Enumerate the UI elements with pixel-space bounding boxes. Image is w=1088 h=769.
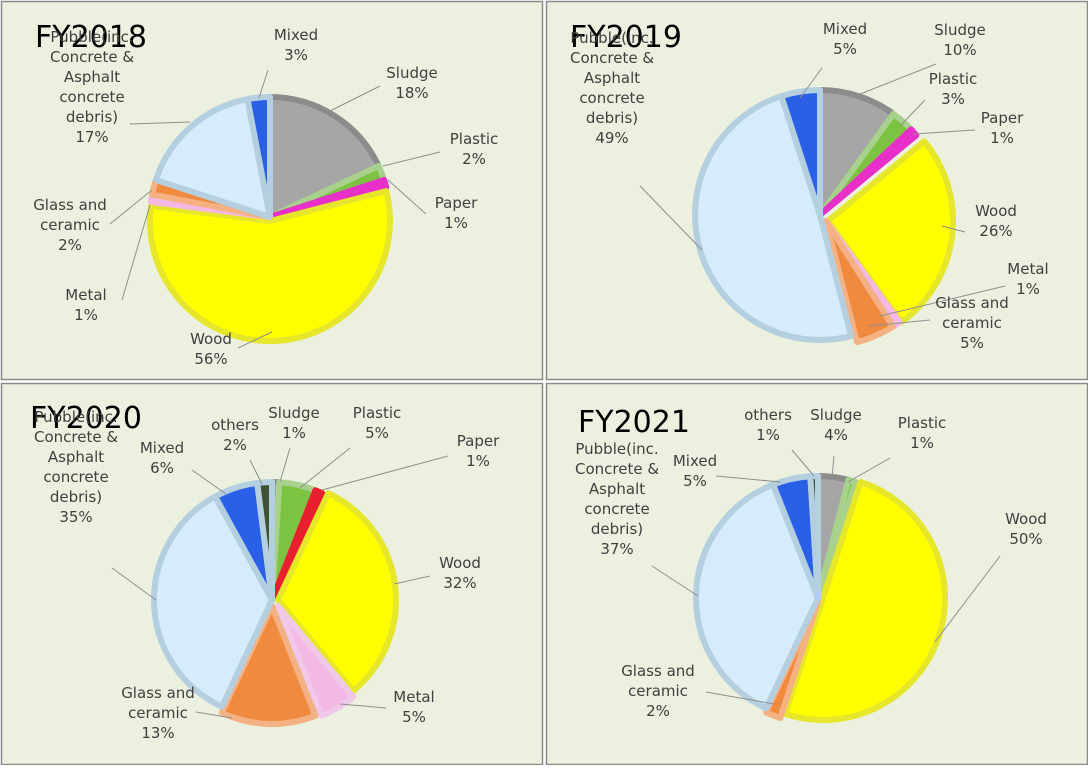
pie-fy2021 [693, 472, 948, 723]
data-label-sludge-fy2019: Sludge 10% [934, 21, 985, 59]
slice-glass-and-ceramic-fy2020 [218, 603, 319, 727]
chart-title-fy2021: FY2021 [578, 405, 690, 440]
data-label-glass-and-ceramic-fy2018: Glass and ceramic 2% [33, 196, 107, 254]
leader-line-mixed-fy2018 [258, 69, 269, 99]
panel-fy2019: FY2019 Sludge 10% Plastic 3%Paper 1% Wood 26% Me… [545, 0, 1088, 381]
data-label-wood-fy2019: Wood 26% [975, 202, 1017, 240]
slice-plastic-fy2021 [815, 476, 859, 601]
leader-line-others-fy2020 [249, 459, 263, 485]
leader-line-plastic-fy2019 [899, 99, 926, 127]
data-label-glass-and-ceramic-fy2021: Glass and ceramic 2% [621, 662, 695, 720]
data-label-metal-fy2020: Metal 5% [393, 688, 434, 726]
leader-line-pubble-inc-concrete-asphalt-concrete-debris-fy2021 [651, 565, 699, 597]
data-label-paper-fy2018: Paper 1% [435, 194, 478, 232]
leader-line-plastic-fy2021 [847, 457, 891, 483]
slice-paper-fy2020 [269, 487, 326, 603]
slice-sludge-fy2018 [267, 94, 382, 220]
data-label-glass-and-ceramic-fy2019: Glass and ceramic 5% [935, 294, 1009, 352]
data-label-pubble-inc-concrete-asphalt-concrete-debris-fy2018: Pubble(inc. Concrete & Asphalt concrete debr… [50, 28, 134, 146]
slice-pubble-inc-concrete-asphalt-concrete-debris-fy2019 [692, 93, 855, 343]
leader-line-mixed-fy2020 [191, 469, 227, 495]
data-label-pubble-inc-concrete-asphalt-concrete-debris-fy2021: Pubble(inc. Concrete & Asphalt concrete debr… [575, 440, 659, 558]
pie-fy2018 [147, 94, 393, 344]
leader-line-metal-fy2020 [339, 703, 387, 709]
data-label-metal-fy2018: Metal 1% [65, 286, 106, 324]
data-label-paper-fy2019: Paper 1% [981, 109, 1024, 147]
leader-line-pubble-inc-concrete-asphalt-concrete-debris-fy2018 [129, 121, 191, 125]
slice-wood-fy2018 [147, 188, 393, 344]
data-label-mixed-fy2021: Mixed 5% [673, 452, 717, 490]
data-label-metal-fy2019: Metal 1% [1007, 260, 1048, 298]
data-label-pubble-inc-concrete-asphalt-concrete-debris-fy2020: Pubble(inc. Concrete & Asphalt concrete debr… [34, 408, 118, 526]
data-label-plastic-fy2020: Plastic 5% [353, 404, 402, 442]
data-label-sludge-fy2018: Sludge 18% [386, 64, 437, 102]
slice-wood-fy2021 [782, 478, 948, 723]
data-label-mixed-fy2019: Mixed 5% [823, 20, 867, 58]
leader-line-others-fy2021 [791, 449, 815, 477]
slice-others-fy2020 [254, 479, 275, 603]
leader-line-mixed-fy2021 [715, 475, 781, 483]
data-label-others-fy2021: others 1% [744, 406, 792, 444]
data-label-pubble-inc-concrete-asphalt-concrete-debris-fy2019: Pubble(inc. Concrete & Asphalt concrete debr… [570, 29, 654, 147]
leader-line-glass-and-ceramic-fy2018 [109, 189, 153, 225]
leader-line-wood-fy2019 [941, 225, 966, 233]
pie-fy2019 [692, 87, 956, 346]
leader-line-sludge-fy2019 [849, 63, 937, 99]
slice-wood-fy2019 [825, 138, 956, 326]
leader-line-paper-fy2019 [912, 129, 976, 135]
data-label-plastic-fy2021: Plastic 1% [898, 414, 947, 452]
data-label-plastic-fy2019: Plastic 3% [929, 70, 978, 108]
slice-mixed-fy2019 [778, 87, 823, 218]
leader-line-glass-and-ceramic-fy2021 [705, 691, 775, 705]
leader-line-plastic-fy2018 [382, 151, 441, 167]
slice-paper-fy2018 [267, 176, 390, 220]
chart-title-fy2020: FY2020 [30, 401, 142, 436]
leader-line-pubble-inc-concrete-asphalt-concrete-debris-fy2020 [111, 567, 157, 601]
leader-line-wood-fy2021 [934, 555, 1001, 643]
slice-pubble-inc-concrete-asphalt-concrete-debris-fy2018 [152, 96, 273, 220]
leader-line-metal-fy2019 [879, 285, 1006, 317]
leader-line-sludge-fy2021 [831, 455, 835, 479]
chart-title-fy2019: FY2019 [570, 20, 682, 55]
leader-line-metal-fy2018 [121, 204, 151, 301]
leader-line-sludge-fy2020 [279, 447, 291, 483]
leader-line-glass-and-ceramic-fy2020 [195, 711, 233, 719]
leader-line-paper-fy2018 [387, 179, 427, 215]
data-label-plastic-fy2018: Plastic 2% [450, 130, 499, 168]
data-label-others-fy2020: others 2% [211, 416, 259, 454]
leader-line-plastic-fy2020 [299, 447, 351, 489]
chart-title-fy2018: FY2018 [35, 20, 147, 55]
leader-line-paper-fy2020 [321, 455, 449, 491]
panel-fy2021: FY2021 Sludge 4% Plastic 1% Wood 50% Glass and c… [545, 382, 1088, 766]
leader-line-mixed-fy2019 [799, 67, 823, 99]
panel-fy2018: FY2018 Sludge 18% Plastic 2% Paper 1% Wood 56% Me… [0, 0, 544, 381]
data-label-paper-fy2020: Paper 1% [457, 432, 500, 470]
slice-metal-fy2020 [275, 603, 357, 719]
slice-others-fy2021 [807, 472, 821, 601]
data-label-sludge-fy2021: Sludge 4% [810, 406, 861, 444]
leader-line-sludge-fy2018 [329, 85, 381, 112]
slice-glass-and-ceramic-fy2019 [823, 218, 896, 346]
data-label-wood-fy2018: Wood 56% [190, 330, 232, 368]
leader-line-wood-fy2020 [393, 575, 431, 585]
leader-line-wood-fy2018 [237, 331, 273, 349]
slice-pubble-inc-concrete-asphalt-concrete-debris-fy2021 [693, 481, 821, 712]
leader-line-glass-and-ceramic-fy2019 [867, 319, 931, 327]
leader-line-pubble-inc-concrete-asphalt-concrete-debris-fy2019 [639, 185, 703, 251]
pie-fy2020 [151, 478, 399, 727]
data-label-glass-and-ceramic-fy2020: Glass and ceramic 13% [121, 684, 195, 742]
data-label-wood-fy2020: Wood 32% [439, 554, 481, 592]
slice-wood-fy2020 [275, 490, 399, 694]
data-label-mixed-fy2018: Mixed 3% [274, 26, 318, 64]
data-label-sludge-fy2020: Sludge 1% [268, 404, 319, 442]
slice-paper-fy2019 [817, 126, 920, 218]
panel-fy2020: FY2020 Sludge 1% Plastic 5% Paper 1% Wood 32% Met… [0, 382, 544, 766]
data-label-mixed-fy2020: Mixed 6% [140, 439, 184, 477]
data-label-wood-fy2021: Wood 50% [1005, 510, 1047, 548]
